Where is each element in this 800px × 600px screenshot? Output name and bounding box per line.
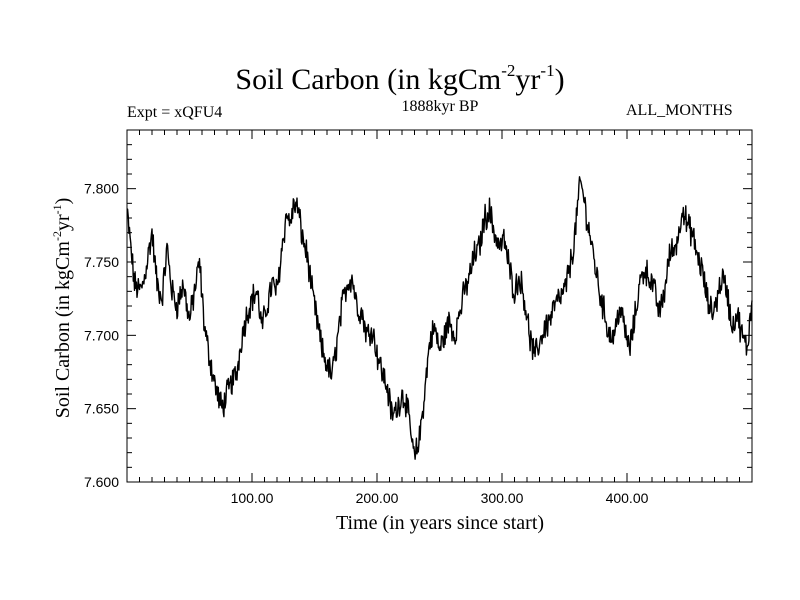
y-tick-label: 7.600 bbox=[84, 474, 119, 490]
x-tick-label: 300.00 bbox=[481, 490, 524, 506]
y-tick-label: 7.750 bbox=[84, 254, 119, 270]
x-tick-label: 200.00 bbox=[356, 490, 399, 506]
series-lines bbox=[126, 176, 753, 460]
y-tick-label: 7.700 bbox=[84, 327, 119, 343]
x-tick-label: 400.00 bbox=[606, 490, 649, 506]
experiment-label: Expt = xQFU4 bbox=[127, 104, 223, 121]
months-label: ALL_MONTHS bbox=[626, 102, 733, 119]
y-tick-label: 7.650 bbox=[84, 401, 119, 417]
chart-title: Soil Carbon (in kgCm-2yr-1) bbox=[235, 61, 565, 96]
axis-ticks bbox=[126, 129, 753, 483]
y-tick-label: 7.800 bbox=[84, 181, 119, 197]
x-tick-label: 100.00 bbox=[231, 490, 274, 506]
x-axis-label: Time (in years since start) bbox=[335, 512, 545, 534]
chart-subtitle: 1888kyr BP bbox=[401, 98, 479, 115]
series-line-soil-carbon bbox=[126, 176, 753, 460]
tick-labels: 100.00 200.00 300.00 400.00 7.600 7.650 7.700 7… bbox=[84, 181, 649, 506]
